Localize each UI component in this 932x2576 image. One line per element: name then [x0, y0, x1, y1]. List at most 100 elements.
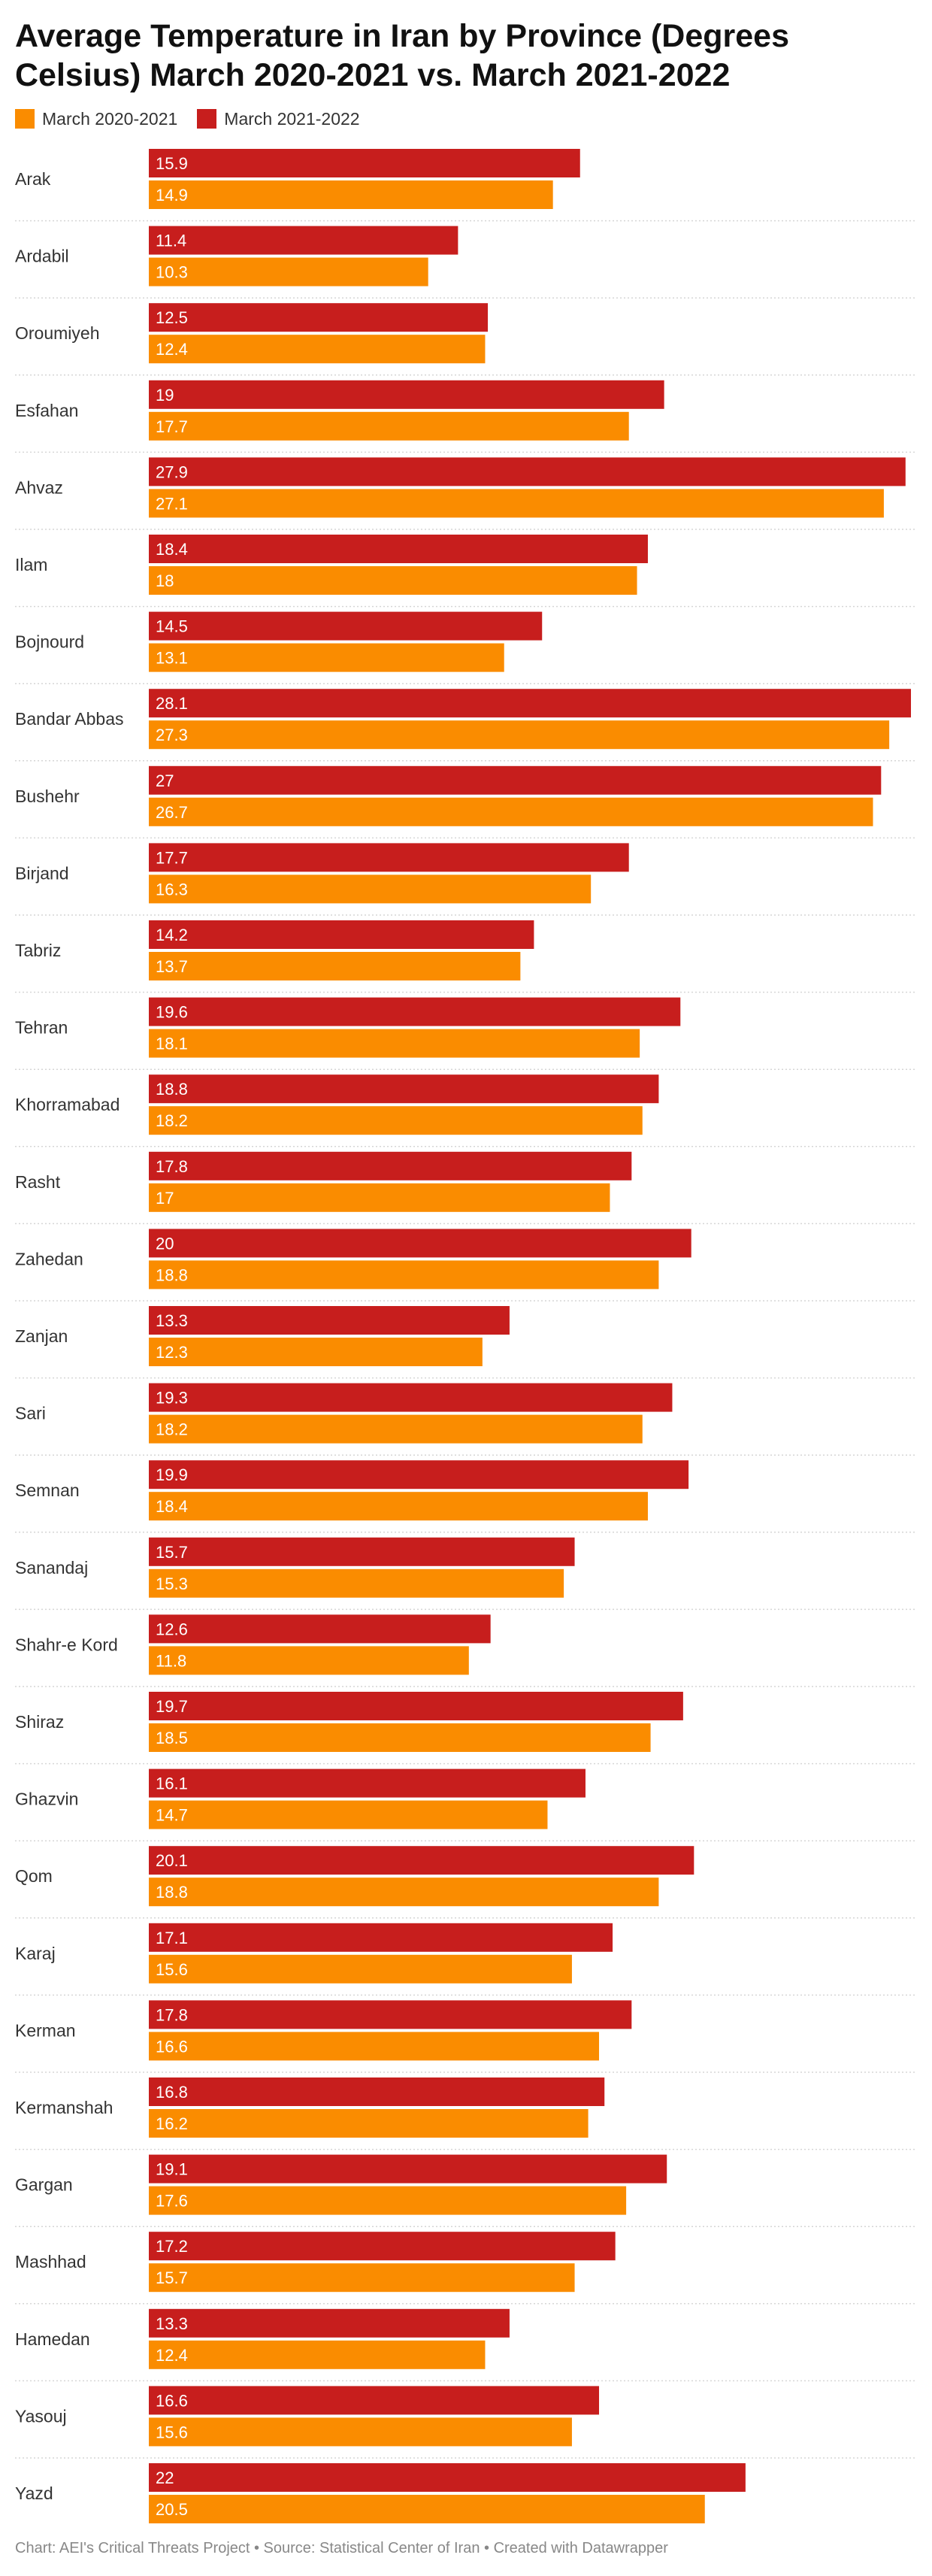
bar-gargan-2021-2022: [149, 2154, 667, 2184]
bar-oroumiyeh-2021-2022: [149, 303, 489, 332]
bar-khorramabad-2020-2021: [149, 1106, 643, 1135]
bar-yazd-2021-2022: [149, 2463, 746, 2492]
bar-kermanshah-2020-2021: [149, 2109, 589, 2138]
category-label-karaj: Karaj: [15, 1944, 56, 1963]
value-label-gargan-2020-2021: 17.6: [156, 2192, 188, 2211]
category-label-yasouj: Yasouj: [15, 2406, 67, 2426]
bar-zahedan-2020-2021: [149, 1260, 659, 1290]
value-label-birjand-2020-2021: 16.3: [156, 880, 188, 899]
value-label-zahedan-2021-2022: 20: [156, 1234, 174, 1253]
value-label-sari-2020-2021: 18.2: [156, 1420, 188, 1439]
bar-ahvaz-2020-2021: [149, 489, 884, 518]
value-label-shiraz-2021-2022: 19.7: [156, 1697, 188, 1716]
value-label-sari-2021-2022: 19.3: [156, 1389, 188, 1408]
value-label-arak-2020-2021: 14.9: [156, 186, 188, 205]
bar-bojnourd-2020-2021: [149, 643, 504, 672]
bar-karaj-2020-2021: [149, 1954, 572, 1984]
bar-hamedan-2020-2021: [149, 2340, 486, 2369]
value-label-bandar-abbas-2020-2021: 27.3: [156, 726, 188, 744]
bar-sari-2020-2021: [149, 1414, 643, 1444]
bar-semnan-2020-2021: [149, 1492, 648, 1521]
bar-bushehr-2020-2021: [149, 797, 873, 826]
value-label-arak-2021-2022: 15.9: [156, 154, 188, 173]
value-label-ghazvin-2021-2022: 16.1: [156, 1774, 188, 1793]
bar-ardabil-2021-2022: [149, 226, 458, 255]
category-label-semnan: Semnan: [15, 1480, 80, 1500]
bar-rasht-2021-2022: [149, 1151, 632, 1180]
value-label-qom-2020-2021: 18.8: [156, 1883, 188, 1902]
bar-kerman-2021-2022: [149, 2000, 632, 2029]
category-label-mashhad: Mashhad: [15, 2252, 86, 2271]
value-label-karaj-2020-2021: 15.6: [156, 1960, 188, 1979]
category-label-yazd: Yazd: [15, 2484, 53, 2503]
bar-tehran-2021-2022: [149, 997, 681, 1026]
value-label-zanjan-2020-2021: 12.3: [156, 1343, 188, 1362]
category-label-gargan: Gargan: [15, 2175, 73, 2195]
bar-ghazvin-2020-2021: [149, 1800, 548, 1829]
bar-bojnourd-2021-2022: [149, 611, 543, 641]
bar-bandar-abbas-2021-2022: [149, 689, 911, 718]
value-label-tabriz-2021-2022: 14.2: [156, 926, 188, 944]
value-label-shiraz-2020-2021: 18.5: [156, 1729, 188, 1747]
bar-shahr-e-kord-2020-2021: [149, 1646, 469, 1675]
value-label-yasouj-2020-2021: 15.6: [156, 2423, 188, 2441]
category-label-zanjan: Zanjan: [15, 1326, 68, 1346]
value-label-rasht-2021-2022: 17.8: [156, 1157, 188, 1176]
value-label-esfahan-2020-2021: 17.7: [156, 417, 188, 436]
value-label-birjand-2021-2022: 17.7: [156, 848, 188, 867]
category-label-birjand: Birjand: [15, 863, 69, 883]
category-label-rasht: Rasht: [15, 1172, 61, 1192]
value-label-hamedan-2020-2021: 12.4: [156, 2346, 188, 2365]
bar-bandar-abbas-2020-2021: [149, 720, 890, 750]
category-label-ghazvin: Ghazvin: [15, 1790, 78, 1809]
value-label-ilam-2020-2021: 18: [156, 571, 174, 590]
value-label-qom-2021-2022: 20.1: [156, 1851, 188, 1870]
bar-mashhad-2021-2022: [149, 2232, 616, 2261]
value-label-bojnourd-2021-2022: 14.5: [156, 617, 188, 636]
category-label-sari: Sari: [15, 1404, 46, 1423]
bar-semnan-2021-2022: [149, 1460, 689, 1490]
category-label-zahedan: Zahedan: [15, 1249, 83, 1268]
value-label-kerman-2020-2021: 16.6: [156, 2037, 188, 2056]
value-label-ahvaz-2021-2022: 27.9: [156, 462, 188, 481]
value-label-kerman-2021-2022: 17.8: [156, 2005, 188, 2024]
category-label-bojnourd: Bojnourd: [15, 632, 84, 652]
value-label-khorramabad-2020-2021: 18.2: [156, 1111, 188, 1130]
bar-zahedan-2021-2022: [149, 1229, 691, 1258]
value-label-bushehr-2021-2022: 27: [156, 771, 174, 790]
chart-footer: Chart: AEI's Critical Threats Project • …: [15, 2540, 668, 2556]
category-label-arak: Arak: [15, 169, 51, 189]
category-label-ahvaz: Ahvaz: [15, 477, 63, 497]
legend-item-2021-2022: March 2021-2022: [197, 109, 360, 129]
category-label-hamedan: Hamedan: [15, 2329, 90, 2349]
value-label-semnan-2020-2021: 18.4: [156, 1497, 188, 1516]
category-label-khorramabad: Khorramabad: [15, 1095, 120, 1114]
value-label-ghazvin-2020-2021: 14.7: [156, 1806, 188, 1825]
value-label-oroumiyeh-2021-2022: 12.5: [156, 308, 188, 327]
value-label-mashhad-2020-2021: 15.7: [156, 2268, 188, 2287]
value-label-tabriz-2020-2021: 13.7: [156, 957, 188, 976]
value-label-khorramabad-2021-2022: 18.8: [156, 1080, 188, 1099]
bar-ardabil-2020-2021: [149, 257, 428, 286]
value-label-sanandaj-2020-2021: 15.3: [156, 1574, 188, 1593]
value-label-shahr-e-kord-2021-2022: 12.6: [156, 1620, 188, 1638]
value-label-karaj-2021-2022: 17.1: [156, 1929, 188, 1947]
value-label-kermanshah-2021-2022: 16.8: [156, 2083, 188, 2102]
value-label-ardabil-2020-2021: 10.3: [156, 263, 188, 282]
category-label-sanandaj: Sanandaj: [15, 1558, 88, 1577]
bar-shiraz-2020-2021: [149, 1723, 651, 1752]
bar-kermanshah-2021-2022: [149, 2077, 605, 2106]
bar-arak-2021-2022: [149, 149, 580, 177]
bar-sanandaj-2021-2022: [149, 1537, 575, 1566]
category-label-bushehr: Bushehr: [15, 786, 80, 806]
value-label-rasht-2020-2021: 17: [156, 1189, 174, 1208]
bar-karaj-2021-2022: [149, 1923, 613, 1952]
bar-birjand-2021-2022: [149, 843, 629, 872]
bar-chart: Arak 15.9 14.9 Ardabil 11.4 10.3 Oroumiyeh 12.5…: [15, 149, 917, 2523]
bar-mashhad-2020-2021: [149, 2263, 575, 2293]
legend-swatch-2021-2022: [197, 109, 217, 129]
value-label-esfahan-2021-2022: 19: [156, 386, 174, 405]
value-label-bandar-abbas-2021-2022: 28.1: [156, 694, 188, 713]
value-label-yazd-2020-2021: 20.5: [156, 2500, 188, 2519]
category-label-tabriz: Tabriz: [15, 941, 61, 960]
